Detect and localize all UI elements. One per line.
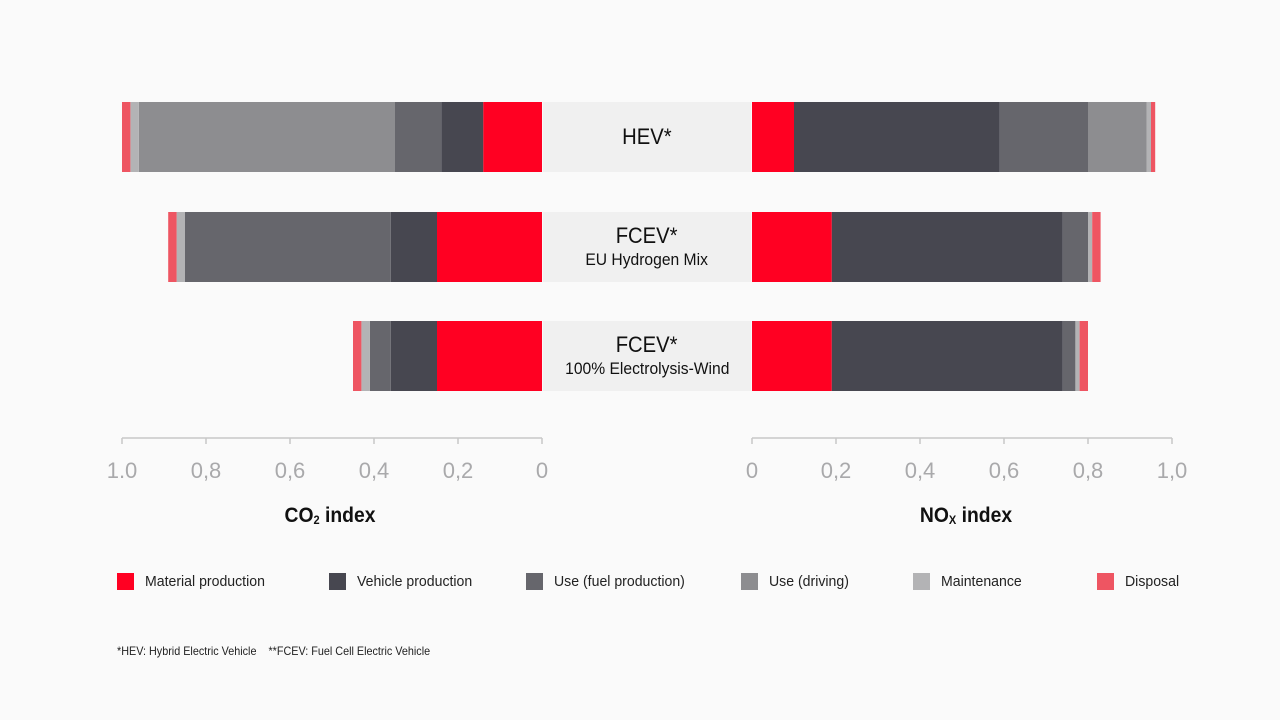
tick-label: 0,4	[359, 458, 390, 483]
bar-segment-use-fuel-production	[395, 102, 442, 172]
legend-label: Material production	[145, 572, 265, 590]
legend-swatch	[913, 572, 930, 590]
legend-item-use-fuel-production: Use (fuel production)	[526, 570, 693, 592]
bar-segment-maintenance	[1146, 102, 1151, 172]
bar-segment-use-driving	[138, 102, 396, 172]
tick-label: 1,0	[1157, 458, 1188, 483]
bar-segment-disposal	[1092, 212, 1101, 282]
bar-segment-vehicle-production	[831, 321, 1063, 391]
bar-segment-vehicle-production	[794, 102, 1000, 172]
bar-segment-use-fuel-production	[1062, 212, 1088, 282]
legend-swatch	[741, 572, 758, 590]
nox-axis-title: NOX index	[919, 504, 1013, 527]
category-fcev-eu-mix: FCEV* EU Hydrogen Mix	[543, 212, 751, 282]
legend-label: Use (fuel production)	[554, 572, 685, 590]
co2-bars	[122, 102, 542, 391]
legend-label: Disposal	[1125, 572, 1180, 590]
category-label: FCEV*	[616, 223, 678, 248]
category-sublabel: EU Hydrogen Mix	[585, 250, 709, 269]
legend-item-disposal: Disposal	[1097, 570, 1183, 592]
tick-label: 1.0	[107, 458, 138, 483]
tick-label: 0,6	[989, 458, 1020, 483]
co2-axis-title: CO2 index	[284, 504, 376, 527]
tick-label: 0	[746, 458, 758, 483]
bar-segment-disposal	[122, 102, 131, 172]
nox-axis: 0 0,2 0,4 0,6 0,8 1,0	[746, 437, 1188, 483]
bar-segment-disposal	[353, 321, 362, 391]
bar-segment-material-production	[752, 212, 832, 282]
bar-segment-use-fuel-production	[185, 212, 391, 282]
bar-segment-material-production	[483, 102, 542, 172]
bar-segment-use-fuel-production	[999, 102, 1088, 172]
legend: Material production Vehicle production U…	[0, 570, 1280, 592]
legend-swatch	[1097, 572, 1114, 590]
bar-segment-use-fuel-production	[369, 321, 391, 391]
bar-segment-disposal	[1151, 102, 1156, 172]
legend-swatch	[526, 572, 543, 590]
bar-segment-vehicle-production	[390, 212, 437, 282]
legend-label: Vehicle production	[357, 572, 473, 590]
legend-label: Use (driving)	[769, 572, 849, 590]
tick-label: 0,6	[275, 458, 306, 483]
category-label: HEV*	[622, 124, 672, 149]
category-sublabel: 100% Electrolysis-Wind	[564, 359, 730, 378]
bar-segment-maintenance	[1088, 212, 1093, 282]
bar-segment-material-production	[752, 321, 832, 391]
bar-segment-vehicle-production	[831, 212, 1063, 282]
bar-segment-material-production	[437, 212, 542, 282]
tick-label: 0,2	[821, 458, 852, 483]
legend-label: Maintenance	[941, 572, 1022, 590]
legend-item-maintenance: Maintenance	[913, 570, 1027, 592]
bar-segment-material-production	[752, 102, 794, 172]
legend-swatch	[329, 572, 346, 590]
category-hev: HEV*	[543, 102, 751, 172]
footnote: *HEV: Hybrid Electric Vehicle **FCEV: Fu…	[117, 644, 431, 658]
bar-segment-maintenance	[130, 102, 139, 172]
co2-axis: 1.0 0,8 0,6 0,4 0,2 0	[107, 437, 548, 483]
tick-label: 0,2	[443, 458, 474, 483]
tick-label: 0	[536, 458, 548, 483]
category-label: FCEV*	[616, 332, 678, 357]
bar-segment-disposal	[168, 212, 177, 282]
bar-segment-maintenance	[1075, 321, 1080, 391]
bar-segment-maintenance	[361, 321, 370, 391]
bar-segment-vehicle-production	[441, 102, 484, 172]
bar-segment-use-fuel-production	[1062, 321, 1076, 391]
legend-swatch	[117, 572, 134, 590]
tick-label: 0,8	[1073, 458, 1104, 483]
legend-item-use-driving: Use (driving)	[741, 570, 854, 592]
bar-segment-vehicle-production	[390, 321, 437, 391]
bar-segment-disposal	[1079, 321, 1088, 391]
category-fcev-wind: FCEV* 100% Electrolysis-Wind	[543, 321, 751, 391]
nox-bars	[752, 102, 1156, 391]
bar-segment-use-driving	[1088, 102, 1147, 172]
bar-segment-material-production	[437, 321, 542, 391]
bar-segment-maintenance	[176, 212, 185, 282]
tick-label: 0,8	[191, 458, 222, 483]
legend-item-vehicle-production: Vehicle production	[329, 570, 480, 592]
legend-item-material-production: Material production	[117, 570, 273, 592]
tick-label: 0,4	[905, 458, 936, 483]
